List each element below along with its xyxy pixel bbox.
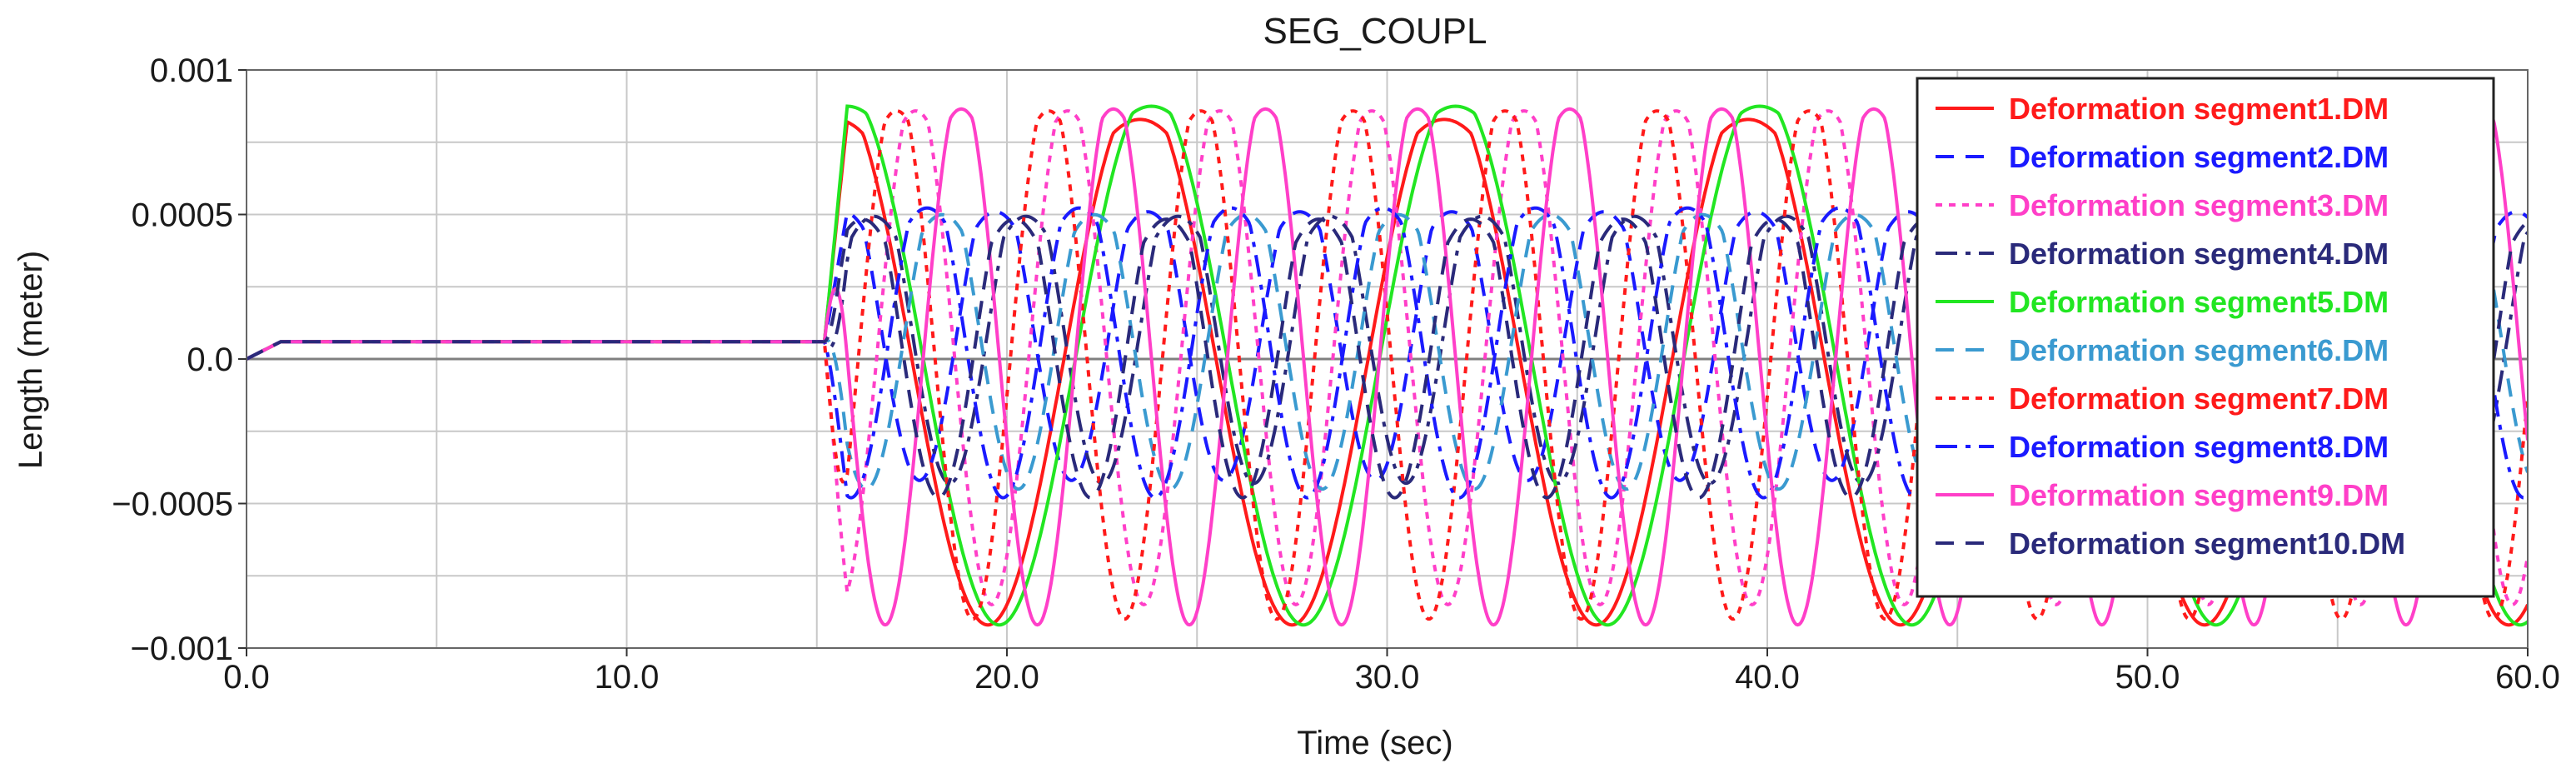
- series-line-10: [247, 217, 2528, 500]
- y-tick-label: 0.001: [150, 52, 233, 89]
- x-tick-label: 40.0: [1735, 659, 1800, 696]
- x-tick-label: 30.0: [1355, 659, 1420, 696]
- x-axis-label: Time (sec): [1297, 725, 1452, 761]
- legend: Deformation segment1.DM Deformation segme…: [1916, 77, 2495, 598]
- x-tick-label: 20.0: [974, 659, 1039, 696]
- legend-label: Deformation segment7.DM: [2009, 382, 2389, 416]
- legend-label: Deformation segment9.DM: [2009, 478, 2389, 512]
- x-tick-label: 10.0: [595, 659, 660, 696]
- legend-label: Deformation segment1.DM: [2009, 92, 2389, 126]
- y-tick-label: −0.0005: [112, 486, 233, 523]
- chart-title: SEG_COUPL: [1263, 11, 1487, 52]
- x-tick-label: 50.0: [2115, 659, 2180, 696]
- series-line-8: [247, 206, 2528, 500]
- legend-box: [1916, 77, 2495, 598]
- x-tick-label: 60.0: [2495, 659, 2560, 696]
- legend-label: Deformation segment10.DM: [2009, 526, 2405, 561]
- legend-label: Deformation segment6.DM: [2009, 333, 2389, 367]
- legend-label: Deformation segment5.DM: [2009, 285, 2389, 319]
- y-tick-label: 0.0: [187, 342, 233, 378]
- x-tick-label: 0.0: [223, 659, 270, 696]
- legend-label: Deformation segment2.DM: [2009, 140, 2389, 174]
- legend-label: Deformation segment8.DM: [2009, 430, 2389, 464]
- series-line-9: [247, 107, 2528, 627]
- y-axis-label: Length (meter): [12, 251, 49, 469]
- y-tick-label: −0.001: [131, 631, 233, 667]
- y-tick-label: 0.0005: [132, 197, 233, 234]
- axis-ticks: 0.0 10.0 20.0 30.0 40.0 50.0 60.0 0.001 0.0005 0.…: [112, 52, 2560, 696]
- legend-label: Deformation segment4.DM: [2009, 237, 2389, 271]
- series-line-4: [247, 214, 2528, 486]
- legend-label: Deformation segment3.DM: [2009, 188, 2389, 222]
